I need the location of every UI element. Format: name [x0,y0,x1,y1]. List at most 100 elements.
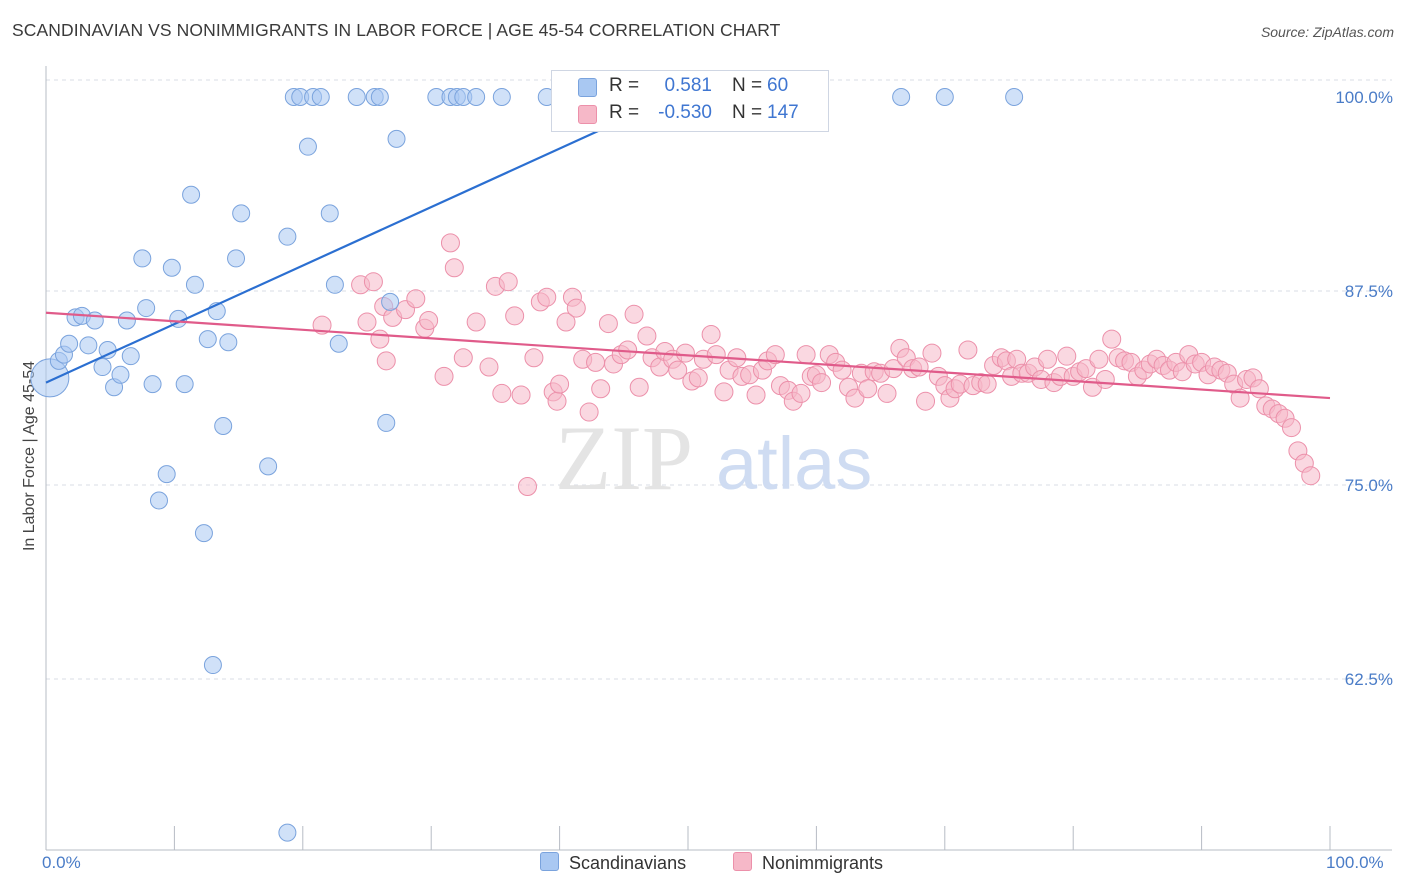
scandinavians-points [30,88,1024,842]
nonimmigrants-point [675,343,695,363]
nonimmigrants-point [1089,349,1109,369]
grid-lines [46,79,1392,680]
bottom-legend-nonimmigrants: Nonimmigrants [733,852,883,874]
nonimmigrants-point [909,357,929,377]
scandinavians-point [182,185,201,204]
nonimmigrants-point [1038,349,1058,369]
y-tick-label: 75.0% [1345,476,1393,495]
nonimmigrants-point [440,233,460,253]
scandinavians-point [370,88,389,106]
scandinavians-point [185,275,204,294]
scandinavians-point [175,375,194,394]
scandinavians-point [935,88,954,106]
legend-n-value: 60 [767,75,789,96]
bottom-legend-label: Nonimmigrants [762,853,884,873]
nonimmigrants-point [444,258,464,278]
scandinavians-point [198,330,217,349]
scandinavians-point [194,524,213,543]
nonimmigrants-point [688,368,708,388]
nonimmigrants-point [858,379,878,399]
scandinavians-point [377,413,396,432]
scandinavians-point [162,258,181,277]
scandinavians-point [203,656,222,675]
scandinavians-point [1005,88,1024,106]
scandinavians-point [298,137,317,156]
nonimmigrants-point [832,360,852,380]
nonimmigrants-point [579,402,599,422]
nonimmigrants-point [746,385,766,405]
scandinavians-point [60,334,79,353]
scandinavians-point [278,227,297,246]
scandinavians-point [492,88,511,106]
nonimmigrants-point [922,343,942,363]
scandinavians-point [232,204,251,223]
nonimmigrants-point [550,374,570,394]
nonimmigrants-point [668,360,688,380]
legend-n-label: N = [732,75,763,96]
scandinavians-point [467,88,486,106]
nonimmigrants-point [511,385,531,405]
scandinavians-point [149,491,168,510]
legend-row-nonimmigrants: R = -0.530 N = 147 [552,101,828,127]
scandinavians-point [387,129,406,148]
nonimmigrants-point [419,310,439,330]
nonimmigrants-point [1281,418,1301,438]
legend-n-value: 147 [767,102,799,123]
scandinavians-point [311,88,330,106]
scandinavians-point [347,88,366,106]
nonimmigrants-point [363,272,383,292]
nonimmigrants-point [629,377,649,397]
nonimmigrants-points [312,233,1321,497]
nonimmigrants-point [1102,329,1122,349]
scandinavians-point [320,204,339,223]
nonimmigrants-point [547,391,567,411]
nonimmigrants-point [1095,369,1115,389]
scandinavians-point [381,292,400,311]
nonimmigrants-point [434,366,454,386]
nonimmigrants-point [958,340,978,360]
nonimmigrants-point [701,324,721,344]
nonimmigrants-point [479,357,499,377]
nonimmigrants-point [845,388,865,408]
nonimmigrants-point [1076,359,1096,379]
scandinavians-point [325,275,344,294]
scandinavians-point [133,249,152,268]
scandinavians-point [219,333,238,352]
nonimmigrants-point [791,383,811,403]
nonimmigrants-point [877,383,897,403]
nonimmigrants-point [1249,379,1269,399]
scandinavians-point [157,465,176,484]
scandinavians-point [121,347,140,366]
legend-swatch-blue [578,78,597,97]
legend-r-value: -0.530 [658,102,712,123]
scandinavians-point [227,249,246,268]
x-tick-label-max: 100.0% [1326,853,1384,872]
y-tick-label: 87.5% [1345,282,1393,301]
scandinavians-point [111,365,130,384]
chart-title: SCANDINAVIAN VS NONIMMIGRANTS IN LABOR F… [12,20,781,40]
scandinavians-point [98,340,117,359]
correlation-legend: R = 0.581 N = 60 R = -0.530 N = 147 [551,70,829,132]
scandinavians-point [137,299,156,318]
nonimmigrants-point [1301,466,1321,486]
nonimmigrants-point [566,298,586,318]
nonimmigrants-point [812,373,832,393]
nonimmigrants-point [498,272,518,292]
scandinavians-point [93,358,112,377]
nonimmigrants-point [714,382,734,402]
watermark-atlas: atlas [716,422,872,505]
scandinavians-point [79,336,98,355]
legend-r-value: 0.581 [664,75,712,96]
bottom-legend-scandinavians: Scandinavians [540,852,686,874]
nonimmigrants-point [537,287,557,307]
watermark: ZIP atlas [555,407,872,509]
scandinavians-point [214,417,233,436]
nonimmigrants-point [492,383,512,403]
bottom-legend-label: Scandinavians [569,853,687,873]
axes [45,66,1392,851]
nonimmigrants-point [796,345,816,365]
nonimmigrants-point [370,329,390,349]
nonimmigrants-point [505,306,525,326]
scandinavians-point [329,334,348,353]
